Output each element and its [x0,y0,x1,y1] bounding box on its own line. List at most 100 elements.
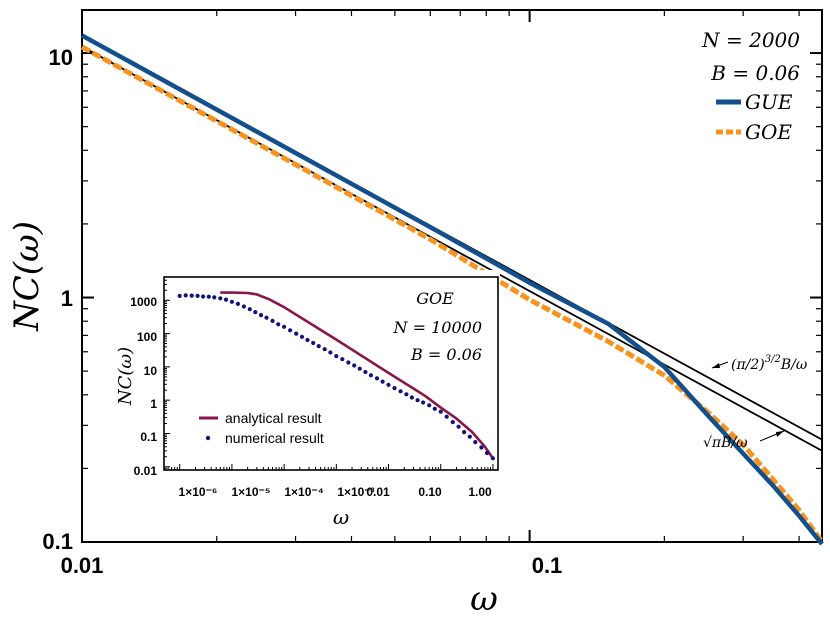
param-b: B = 0.06 [710,61,800,85]
inset-param-n: N = 10000 [393,318,482,337]
inset-minor-ticks [163,276,494,471]
numerical-point [183,293,188,298]
numerical-point [368,373,373,378]
numerical-point [357,366,362,371]
numerical-point [450,420,455,425]
main-legend: GUE GOE [716,90,793,144]
numerical-point [444,414,449,419]
inset-x-tick-label-1e-5: 1×10⁻⁵ [232,485,271,499]
numerical-point [334,354,339,359]
numerical-point [241,304,246,309]
legend-label-numerical: numerical result [225,430,324,446]
x-tick-label-0.01: 0.01 [61,553,104,578]
legend-label-goe: GOE [745,120,792,144]
numerical-point [247,307,252,312]
inset-legend: analytical result numerical result [199,410,324,446]
annotation-sqrt-pi-label: √πB/ω [703,435,748,451]
inset-param-b: B = 0.06 [410,345,482,364]
numerical-point [490,456,495,461]
numerical-point [432,406,437,411]
numerical-point [473,440,478,445]
numerical-point [380,379,385,384]
numerical-point [479,445,484,450]
numerical-point [258,313,264,318]
inset-y-tick-label-0.1: 0.1 [140,430,157,444]
numerical-point [177,293,182,298]
legend-swatch-numerical [205,435,211,441]
numerical-point [189,293,194,298]
inset-y-tick-label-1000: 1000 [130,295,157,309]
inset-y-tick-label-10: 10 [144,364,158,378]
inset-param-ensemble: GOE [416,289,454,308]
numerical-point [409,395,414,400]
y-tick-label-1: 1 [61,286,73,311]
numerical-point [311,340,316,346]
main-plot: 10 1 0.1 0.01 0.1 ω NC(ω) N = 2000 B = 0… [7,9,825,619]
inset-y-tick-label-1: 1 [150,397,157,411]
y-tick-label-10: 10 [49,45,73,70]
numerical-point [212,295,217,300]
analytical-series-line [220,291,494,460]
numerical-point [427,403,432,408]
numerical-point [438,409,443,414]
inset-x-axis-label: ω [333,505,349,529]
numerical-point [294,331,299,336]
numerical-point [282,324,287,329]
inset-x-tick-label-1.00: 1.00 [468,485,492,499]
numerical-point [392,386,397,391]
numerical-point [363,369,368,375]
numerical-point [374,376,380,381]
numerical-point [201,294,206,299]
numerical-point [229,299,234,304]
inset-plot: 1000 100 10 1 0.1 0.01 1×10⁻⁶ 1×10⁻⁵ 1×1… [115,270,500,529]
numerical-point [253,310,258,315]
inset-x-tick-label-1e-4: 1×10⁻⁴ [284,485,323,499]
numerical-point [322,347,327,352]
numerical-point [305,337,310,343]
numerical-point [456,424,461,429]
goe-series-line [80,44,825,544]
numerical-point [484,450,490,456]
annotation-pi-half-label: (π/2)3/2B/ω [731,354,808,373]
numerical-point [421,400,426,405]
numerical-point [328,350,333,355]
inset-y-tick-label-100: 100 [137,330,157,344]
annotation-pi-half-arrowhead [712,363,720,368]
inset-curves [177,291,495,461]
numerical-point [352,363,357,368]
x-tick-label-0.1: 0.1 [532,553,563,578]
numerical-point [288,328,293,333]
param-n: N = 2000 [701,28,800,52]
x-axis-label: ω [470,579,498,619]
gue-series-line [80,33,824,546]
y-axis-label: NC(ω) [7,221,47,332]
annotation-sqrt-pi: √πB/ω [703,430,785,451]
numerical-point [386,382,391,387]
inset-x-tick-label-1e-6: 1×10⁻⁶ [179,485,218,499]
numerical-point [415,398,420,403]
numerical-point [404,392,409,397]
inset-x-tick-label-1e-3: 1×10⁻³ [337,485,374,499]
numerical-point [218,296,223,301]
inset-y-tick-label-0.01: 0.01 [134,464,158,478]
numerical-point [346,360,351,365]
numerical-point [316,344,321,349]
main-plot-frame [81,9,823,543]
annotation-sqrt-pi-arrowhead [776,431,784,437]
numerical-point [340,357,345,362]
numerical-point [206,294,211,299]
legend-label-gue: GUE [745,90,793,114]
numerical-point [276,322,281,327]
numerical-point [299,334,305,339]
inset-x-tick-label-0.10: 0.10 [418,485,442,499]
inset-x-tick-label-0.01: 0.01 [366,485,390,499]
inset-background [116,270,500,478]
y-tick-label-0.1: 0.1 [42,529,73,554]
main-curves [80,33,825,546]
numerical-point [270,318,275,323]
numerical-point [467,434,472,439]
numerical-point [223,297,229,302]
numerical-point [235,301,240,306]
legend-label-analytical: analytical result [225,410,322,426]
